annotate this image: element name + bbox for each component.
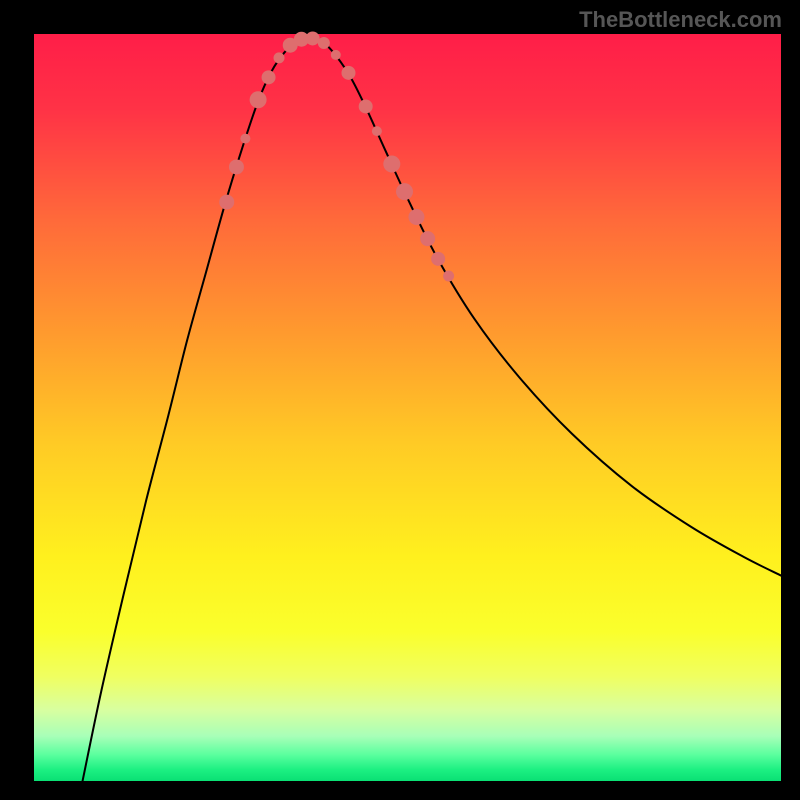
data-point [341,66,355,80]
data-point [431,252,445,266]
data-point [262,70,276,84]
data-point-series [219,31,454,281]
data-point [372,126,382,136]
data-point [250,91,267,108]
curve-layer [34,34,781,781]
data-point [274,52,285,63]
data-point [408,209,424,225]
data-point [318,37,330,49]
data-point [443,271,454,282]
data-point [396,183,413,200]
watermark-label: TheBottleneck.com [579,7,782,33]
bottleneck-curve [83,38,781,781]
data-point [306,31,320,45]
data-point [420,231,435,246]
data-point [219,195,234,210]
plot-area [34,34,781,781]
data-point [229,159,244,174]
data-point [383,155,400,172]
figure-root: TheBottleneck.com [0,0,800,800]
data-point [359,99,373,113]
data-point [240,134,250,144]
data-point [331,50,341,60]
